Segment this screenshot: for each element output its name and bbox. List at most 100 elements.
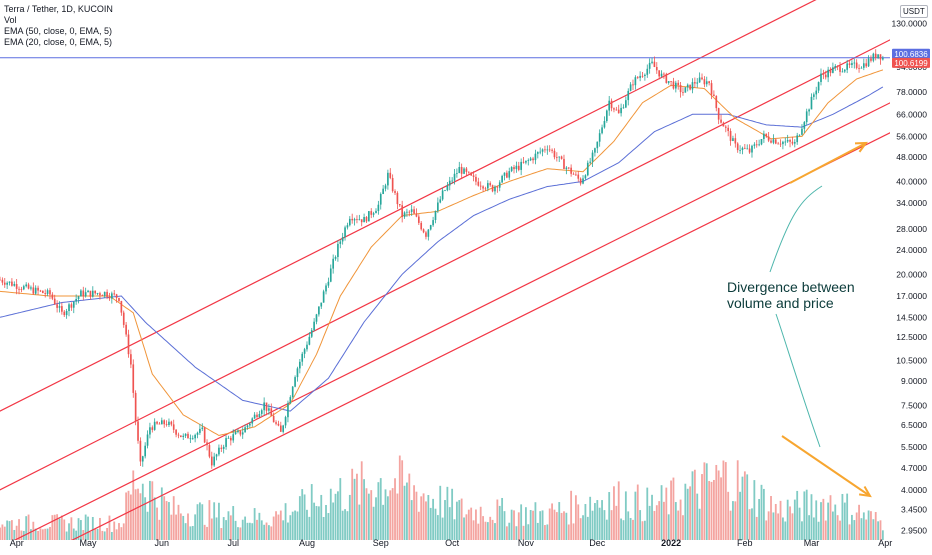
candle	[8, 281, 11, 286]
candle-body	[68, 304, 70, 311]
candle-body	[663, 73, 665, 75]
volume-bar	[3, 526, 6, 540]
candle-body	[420, 222, 423, 230]
candle	[777, 141, 779, 145]
candle	[187, 431, 189, 439]
candle	[603, 116, 606, 129]
y-tick-label: 7.5000	[901, 401, 927, 411]
candle-body	[603, 121, 606, 128]
candle	[458, 161, 461, 174]
volume-bar	[774, 503, 777, 540]
candle	[655, 62, 658, 74]
volume-bar	[634, 491, 637, 540]
candle-body	[636, 77, 639, 78]
candle-body	[375, 210, 377, 214]
candle	[605, 109, 608, 123]
ema20-line	[0, 69, 884, 437]
volume-bar	[651, 494, 653, 540]
candle-body	[836, 66, 839, 67]
candle-body	[401, 205, 403, 217]
volume-bar	[137, 488, 139, 540]
candle	[227, 435, 230, 439]
candle-body	[427, 229, 430, 237]
candle-body	[534, 153, 537, 161]
candle	[75, 294, 77, 305]
volume-bar	[106, 527, 108, 540]
candle-body	[0, 279, 1, 281]
volume-bar	[422, 493, 425, 540]
candle	[467, 171, 470, 174]
volume-bar	[417, 511, 420, 540]
candle-body	[175, 429, 177, 435]
candle-body	[30, 287, 32, 289]
volume-bar	[522, 525, 525, 540]
candle	[22, 284, 25, 291]
candle-body	[570, 167, 572, 174]
volume-bar	[89, 531, 92, 540]
candle	[658, 70, 661, 80]
candle	[608, 96, 611, 116]
volume-bar	[268, 525, 270, 540]
candle	[553, 148, 556, 160]
candle-body	[118, 298, 120, 301]
y-tick-label: 56.0000	[896, 131, 927, 141]
volume-bar	[563, 511, 565, 540]
candle	[63, 310, 66, 317]
candle	[667, 81, 670, 85]
candle-body	[591, 152, 594, 162]
volume-bar	[784, 521, 787, 540]
candle-body	[160, 420, 163, 425]
candle	[867, 55, 870, 67]
candle	[755, 140, 758, 148]
volume-bar	[624, 491, 627, 540]
candle-body	[784, 141, 787, 143]
candle-body	[389, 172, 392, 178]
candle-body	[744, 147, 746, 149]
volume-bar	[808, 515, 810, 540]
candle	[82, 286, 85, 301]
currency-badge[interactable]: USDT	[900, 5, 928, 18]
candle-body	[151, 427, 154, 430]
volume-bar	[513, 510, 515, 540]
volume-bar	[30, 529, 32, 540]
candle-body	[458, 167, 461, 174]
candle-body	[444, 190, 446, 191]
candle	[698, 72, 701, 83]
volume-bar	[146, 511, 149, 540]
volume-bar	[577, 504, 580, 540]
volume-bar	[372, 506, 375, 540]
volume-bar	[203, 524, 206, 540]
candle	[360, 219, 363, 227]
candle	[829, 67, 832, 77]
candle	[91, 286, 94, 298]
candle-body	[772, 139, 775, 143]
candle-body	[82, 290, 85, 297]
candle	[65, 308, 68, 319]
volume-bar	[172, 496, 175, 540]
candle	[382, 185, 384, 195]
volume-bar	[415, 491, 418, 540]
candle-body	[132, 364, 135, 393]
candle-body	[675, 82, 677, 89]
volume-bar	[306, 509, 308, 540]
volume-bar	[746, 474, 749, 540]
candle-body	[815, 90, 818, 95]
candle	[232, 429, 235, 443]
candle	[827, 66, 829, 83]
candle	[836, 65, 839, 71]
volume-bar	[713, 479, 715, 540]
volume-bar	[779, 500, 782, 540]
candle-body	[363, 217, 365, 223]
volume-bar	[94, 528, 97, 540]
candle-body	[315, 314, 318, 322]
volume-bar	[786, 499, 789, 540]
candle-body	[360, 219, 363, 223]
y-tick-label: 130.0000	[892, 19, 928, 29]
candle	[625, 96, 627, 109]
volume-bar	[332, 502, 335, 540]
candle-body	[289, 397, 292, 404]
volume-bar	[27, 514, 30, 540]
